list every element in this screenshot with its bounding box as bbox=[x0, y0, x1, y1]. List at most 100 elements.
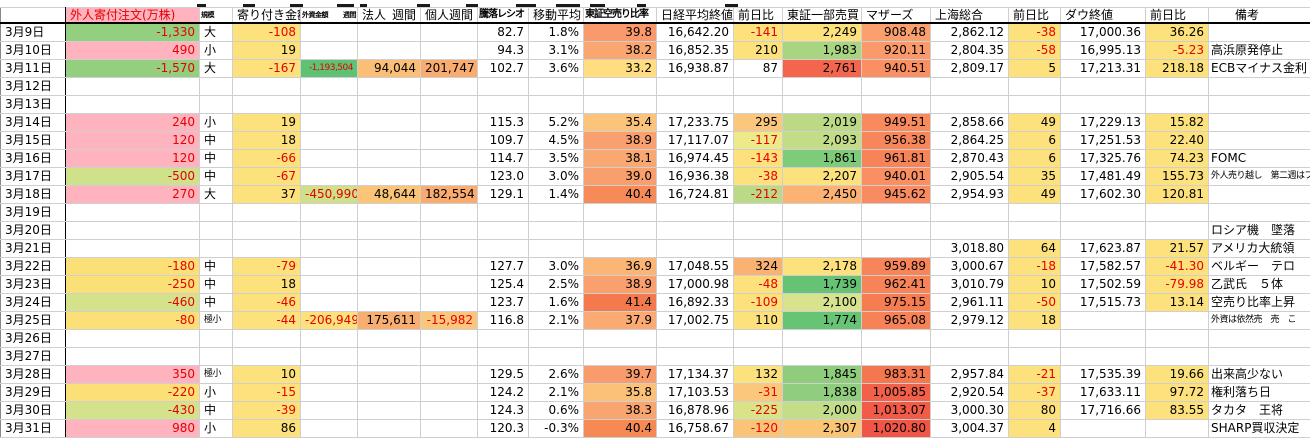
cell-scale[interactable] bbox=[199, 95, 233, 114]
row-date[interactable]: 3月15日 bbox=[0, 131, 66, 150]
cell-dow_close[interactable] bbox=[1060, 419, 1146, 438]
cell-indiv_weekly[interactable] bbox=[420, 22, 478, 42]
cell-corp_weekly[interactable] bbox=[357, 131, 421, 150]
cell-tse1_volume[interactable]: 1,739 bbox=[782, 275, 862, 294]
cell-dow_close[interactable]: 17,535.39 bbox=[1060, 365, 1146, 384]
cell-indiv_weekly[interactable] bbox=[420, 203, 478, 222]
cell-moving_avg[interactable] bbox=[528, 221, 584, 240]
cell-adv_dec_ratio[interactable]: 123.7 bbox=[477, 293, 529, 312]
cell-nikkei_chg[interactable]: 324 bbox=[733, 257, 783, 276]
cell-nikkei_close[interactable] bbox=[656, 203, 734, 222]
cell-foreign_order[interactable]: 490 bbox=[65, 41, 200, 60]
cell-opening_amount[interactable]: 19 bbox=[232, 113, 301, 132]
header-date[interactable] bbox=[0, 7, 66, 24]
cell-nikkei_close[interactable] bbox=[656, 77, 734, 96]
cell-opening_amount[interactable] bbox=[232, 95, 301, 114]
cell-dow_chg[interactable] bbox=[1145, 221, 1209, 240]
row-date[interactable]: 3月16日 bbox=[0, 149, 66, 168]
cell-moving_avg[interactable]: 3.0% bbox=[528, 257, 584, 276]
cell-nikkei_close[interactable]: 17,117.07 bbox=[656, 131, 734, 150]
cell-mothers[interactable]: 1,020.80 bbox=[861, 419, 931, 438]
cell-opening_amount[interactable] bbox=[232, 221, 301, 240]
cell-shanghai[interactable]: 2,961.11 bbox=[930, 293, 1009, 312]
cell-adv_dec_ratio[interactable]: 94.3 bbox=[477, 41, 529, 60]
cell-adv_dec_ratio[interactable] bbox=[477, 239, 529, 258]
cell-shanghai[interactable]: 3,000.30 bbox=[930, 401, 1009, 420]
cell-opening_amount[interactable] bbox=[232, 203, 301, 222]
cell-scale[interactable]: 中 bbox=[199, 401, 233, 420]
cell-nikkei_close[interactable]: 16,724.81 bbox=[656, 185, 734, 204]
cell-mothers[interactable]: 949.51 bbox=[861, 113, 931, 132]
cell-short_sell_ratio[interactable]: 38.3 bbox=[583, 401, 657, 420]
cell-opening_amount[interactable]: 10 bbox=[232, 365, 301, 384]
cell-dow_chg[interactable]: 83.55 bbox=[1145, 401, 1209, 420]
cell-tse1_volume[interactable] bbox=[782, 239, 862, 258]
cell-scale[interactable]: 小 bbox=[199, 383, 233, 402]
cell-tse1_volume[interactable] bbox=[782, 347, 862, 366]
cell-short_sell_ratio[interactable]: 35.8 bbox=[583, 383, 657, 402]
cell-foreign_order[interactable] bbox=[65, 95, 200, 114]
cell-indiv_weekly[interactable] bbox=[420, 239, 478, 258]
cell-nikkei_close[interactable] bbox=[656, 239, 734, 258]
cell-shanghai_chg[interactable]: 49 bbox=[1008, 185, 1061, 204]
cell-tse1_volume[interactable]: 2,100 bbox=[782, 293, 862, 312]
cell-foreign_order[interactable]: -1,570 bbox=[65, 59, 200, 78]
cell-dow_chg[interactable]: 155.73 bbox=[1145, 167, 1209, 186]
cell-dow_chg[interactable]: 97.72 bbox=[1145, 383, 1209, 402]
cell-mothers[interactable]: 983.31 bbox=[861, 365, 931, 384]
cell-mothers[interactable] bbox=[861, 347, 931, 366]
cell-corp_weekly[interactable] bbox=[357, 113, 421, 132]
cell-moving_avg[interactable]: 3.1% bbox=[528, 41, 584, 60]
row-date[interactable]: 3月31日 bbox=[0, 419, 66, 438]
cell-shanghai[interactable]: 3,000.67 bbox=[930, 257, 1009, 276]
cell-tse1_volume[interactable]: 2,450 bbox=[782, 185, 862, 204]
cell-corp_weekly[interactable]: 48,644 bbox=[357, 185, 421, 204]
row-date[interactable]: 3月20日 bbox=[0, 221, 66, 240]
cell-nikkei_close[interactable]: 17,000.98 bbox=[656, 275, 734, 294]
row-date[interactable]: 3月28日 bbox=[0, 365, 66, 384]
cell-short_sell_ratio[interactable] bbox=[583, 221, 657, 240]
cell-nikkei_chg[interactable]: -225 bbox=[733, 401, 783, 420]
cell-opening_amount[interactable]: -39 bbox=[232, 401, 301, 420]
cell-remarks[interactable] bbox=[1208, 113, 1310, 132]
cell-nikkei_chg[interactable]: 210 bbox=[733, 41, 783, 60]
cell-adv_dec_ratio[interactable]: 114.7 bbox=[477, 149, 529, 168]
cell-dow_close[interactable]: 17,000.36 bbox=[1060, 22, 1146, 42]
cell-scale[interactable] bbox=[199, 77, 233, 96]
cell-remarks[interactable]: 外人売り越し 第二週はプラ bbox=[1208, 167, 1310, 186]
cell-opening_amount[interactable]: -167 bbox=[232, 59, 301, 78]
header-moving_avg[interactable]: 移動平均 bbox=[528, 7, 584, 24]
cell-mothers[interactable]: 1,013.07 bbox=[861, 401, 931, 420]
cell-indiv_weekly[interactable] bbox=[420, 383, 478, 402]
cell-foreign_order[interactable]: 270 bbox=[65, 185, 200, 204]
header-shanghai_chg[interactable]: 前日比 bbox=[1008, 7, 1061, 24]
cell-nikkei_chg[interactable]: 132 bbox=[733, 365, 783, 384]
cell-dow_chg[interactable] bbox=[1145, 419, 1209, 438]
cell-mothers[interactable]: 945.62 bbox=[861, 185, 931, 204]
cell-foreign_weekly[interactable] bbox=[300, 329, 358, 348]
cell-dow_chg[interactable]: 74.23 bbox=[1145, 149, 1209, 168]
cell-mothers[interactable]: 975.15 bbox=[861, 293, 931, 312]
cell-scale[interactable]: 小 bbox=[199, 41, 233, 60]
cell-scale[interactable]: 極小 bbox=[199, 311, 233, 330]
cell-indiv_weekly[interactable] bbox=[420, 401, 478, 420]
cell-dow_close[interactable]: 17,229.13 bbox=[1060, 113, 1146, 132]
cell-foreign_weekly[interactable] bbox=[300, 203, 358, 222]
cell-dow_chg[interactable]: -41.30 bbox=[1145, 257, 1209, 276]
cell-adv_dec_ratio[interactable]: 115.3 bbox=[477, 113, 529, 132]
cell-dow_close[interactable]: 17,582.57 bbox=[1060, 257, 1146, 276]
cell-adv_dec_ratio[interactable]: 82.7 bbox=[477, 22, 529, 42]
cell-remarks[interactable]: 出来高少ない bbox=[1208, 365, 1310, 384]
cell-foreign_weekly[interactable] bbox=[300, 419, 358, 438]
cell-tse1_volume[interactable]: 2,207 bbox=[782, 167, 862, 186]
cell-indiv_weekly[interactable] bbox=[420, 131, 478, 150]
cell-adv_dec_ratio[interactable]: 129.5 bbox=[477, 365, 529, 384]
row-date[interactable]: 3月12日 bbox=[0, 77, 66, 96]
cell-mothers[interactable] bbox=[861, 95, 931, 114]
row-date[interactable]: 3月22日 bbox=[0, 257, 66, 276]
cell-dow_chg[interactable]: 19.66 bbox=[1145, 365, 1209, 384]
cell-shanghai_chg[interactable]: -21 bbox=[1008, 365, 1061, 384]
cell-shanghai_chg[interactable] bbox=[1008, 77, 1061, 96]
cell-tse1_volume[interactable]: 2,093 bbox=[782, 131, 862, 150]
cell-dow_chg[interactable]: 120.81 bbox=[1145, 185, 1209, 204]
